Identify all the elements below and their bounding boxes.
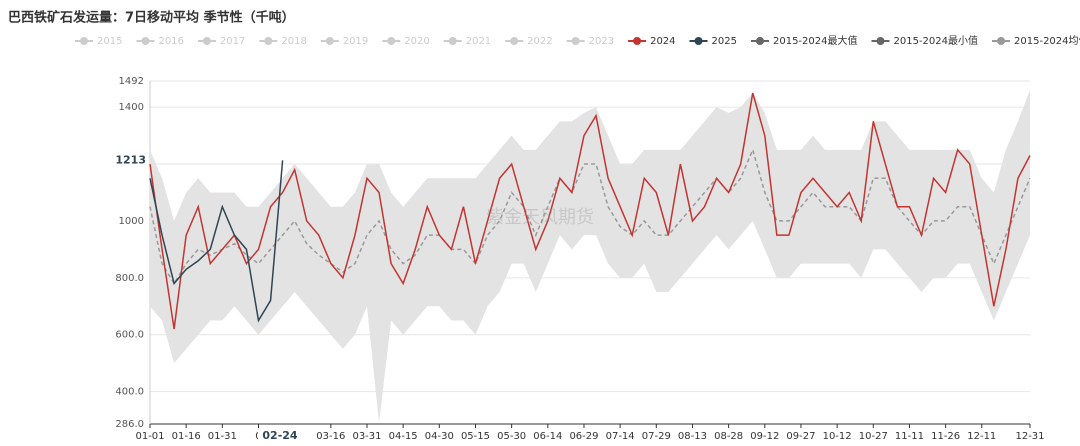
x-tick-label: 09-27 <box>786 431 815 442</box>
x-tick-label: 07-29 <box>642 431 671 442</box>
legend-label: 2020 <box>404 36 429 47</box>
legend-label: 2015-2024均值 <box>1014 34 1080 47</box>
legend-label: 2017 <box>220 36 245 47</box>
x-tick-label: 08-28 <box>714 431 743 442</box>
legend-marker <box>571 37 580 45</box>
legend-label: 2016 <box>158 36 183 47</box>
pointer-box <box>112 152 148 169</box>
legend-label: 2024 <box>650 36 675 47</box>
plot: 286.0400.0600.0800.0100012001400149201-0… <box>112 76 1045 444</box>
range-band <box>150 90 1030 423</box>
x-tick-label: 01-16 <box>172 431 201 442</box>
x-tick-label: 06-29 <box>569 431 598 442</box>
series-line <box>149 92 1031 330</box>
x-tick-label: 01-01 <box>135 431 164 442</box>
y-tick-label: 400.0 <box>115 387 144 398</box>
legend-label: 2015-2024最小值 <box>894 34 979 47</box>
x-tick-label: 03-31 <box>352 431 381 442</box>
legend-label: 2015-2024最大值 <box>773 34 858 47</box>
pointer-box <box>258 428 302 444</box>
series-line <box>149 160 284 323</box>
legend-marker <box>448 37 457 45</box>
chart-title: 巴西铁矿石发运量：7日移动平均 季节性（千吨） <box>8 10 295 26</box>
legend-label: 2021 <box>466 36 491 47</box>
y-tick-label: 800.0 <box>115 273 144 284</box>
y-tick-label: 1000 <box>119 216 144 227</box>
x-tick-label: 11-26 <box>931 431 960 442</box>
x-tick-label: 07-14 <box>606 431 635 442</box>
legend-marker <box>997 37 1006 45</box>
legend: 2015 2016 2017 2018 2019 2020 2021 2022 2023 2024… <box>75 34 1080 47</box>
legend-marker <box>387 37 396 45</box>
x-tick-label: 03-16 <box>316 431 345 442</box>
x-tick-label: 12-31 <box>1015 431 1044 442</box>
legend-marker <box>633 37 642 45</box>
series-line <box>149 147 1031 285</box>
legend-marker <box>80 37 88 45</box>
legend-marker <box>264 37 273 45</box>
y-tick-label: 600.0 <box>115 330 144 341</box>
x-tick-label: 05-15 <box>461 431 490 442</box>
x-tick-label: 10-27 <box>859 431 888 442</box>
legend-marker <box>694 37 703 45</box>
pointer-x-label: 02-24 <box>262 429 298 442</box>
x-tick-label: 08-13 <box>678 431 707 442</box>
x-tick-label: 01-31 <box>208 431 237 442</box>
legend-marker <box>510 37 519 45</box>
legend-marker <box>202 37 211 45</box>
y-tick-label: 1492 <box>119 76 144 87</box>
legend-label: 2018 <box>281 36 306 47</box>
x-tick-label: 09-12 <box>750 431 779 442</box>
legend-label: 2015 <box>97 36 122 47</box>
x-tick-label: 04-15 <box>389 431 418 442</box>
legend-label: 2022 <box>527 36 552 47</box>
pointer-y-label: 1213 <box>115 153 146 166</box>
legend-marker <box>141 37 150 45</box>
y-tick-label: 286.0 <box>115 419 144 430</box>
x-tick-label: 06-14 <box>533 431 562 442</box>
legend-label: 2019 <box>343 36 368 47</box>
x-tick-label: 04-30 <box>425 431 454 442</box>
x-tick-label: 05-30 <box>497 431 526 442</box>
watermark: 紫金天风期货 <box>486 207 594 228</box>
legend-marker <box>755 37 764 45</box>
x-tick-label: 11-11 <box>895 431 924 442</box>
x-tick-label: 12-11 <box>967 431 996 442</box>
legend-label: 2025 <box>712 36 737 47</box>
legend-label: 2023 <box>589 36 614 47</box>
legend-marker <box>325 37 334 45</box>
x-tick-label: 10-12 <box>823 431 852 442</box>
legend-marker <box>876 37 885 45</box>
y-tick-label: 1400 <box>119 102 144 113</box>
